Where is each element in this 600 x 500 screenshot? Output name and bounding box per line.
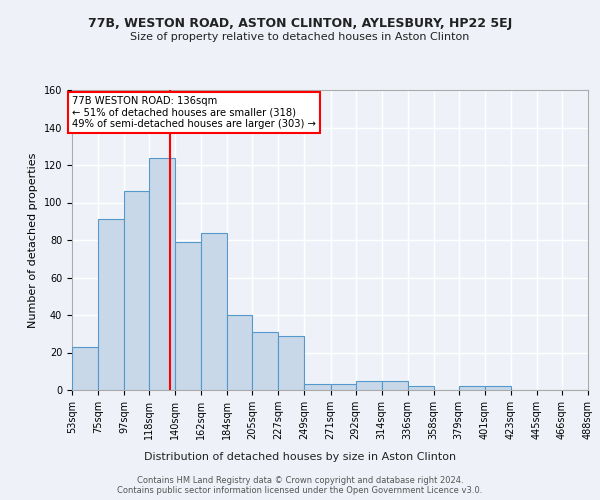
Bar <box>304 384 331 390</box>
Bar <box>382 380 407 390</box>
Bar <box>72 347 98 390</box>
Bar <box>201 232 227 390</box>
Bar <box>278 336 304 390</box>
Text: 77B WESTON ROAD: 136sqm
← 51% of detached houses are smaller (318)
49% of semi-d: 77B WESTON ROAD: 136sqm ← 51% of detache… <box>72 96 316 129</box>
Text: Contains HM Land Registry data © Crown copyright and database right 2024.
Contai: Contains HM Land Registry data © Crown c… <box>118 476 482 495</box>
Bar <box>227 315 253 390</box>
Text: Size of property relative to detached houses in Aston Clinton: Size of property relative to detached ho… <box>130 32 470 42</box>
Bar <box>356 380 382 390</box>
Bar <box>175 242 201 390</box>
Bar <box>459 386 485 390</box>
Bar <box>149 158 175 390</box>
Bar <box>253 332 278 390</box>
Bar <box>407 386 434 390</box>
Bar <box>98 220 124 390</box>
Y-axis label: Number of detached properties: Number of detached properties <box>28 152 38 328</box>
Bar <box>331 384 356 390</box>
Bar <box>124 191 149 390</box>
Text: 77B, WESTON ROAD, ASTON CLINTON, AYLESBURY, HP22 5EJ: 77B, WESTON ROAD, ASTON CLINTON, AYLESBU… <box>88 18 512 30</box>
Text: Distribution of detached houses by size in Aston Clinton: Distribution of detached houses by size … <box>144 452 456 462</box>
Bar <box>485 386 511 390</box>
